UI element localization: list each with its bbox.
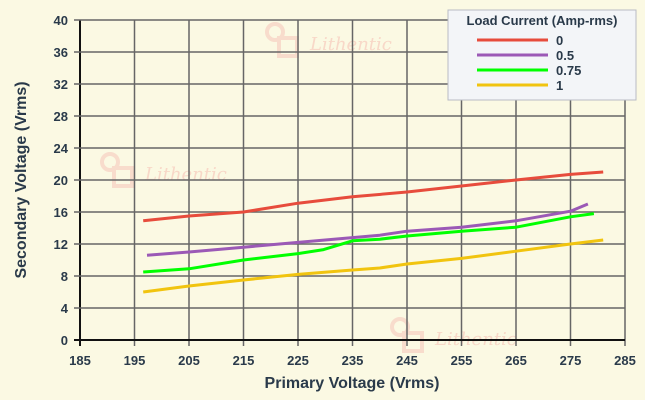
x-tick-label: 255 — [451, 353, 473, 368]
legend-label: 1 — [556, 78, 563, 93]
watermark-text: Lithentic — [309, 34, 392, 55]
watermark-logo-icon — [265, 22, 285, 42]
series-line-0-5 — [146, 202, 589, 257]
y-tick-label: 12 — [54, 237, 68, 252]
watermark-logo-icon — [100, 152, 120, 172]
x-tick-label: 205 — [178, 353, 200, 368]
y-tick-label: 8 — [61, 269, 68, 284]
watermark-logo-icon — [112, 166, 134, 188]
legend-label: 0.75 — [556, 63, 581, 78]
x-tick-label: 265 — [505, 353, 527, 368]
legend-title: Load Current (Amp-rms) — [467, 13, 618, 28]
x-tick-label: 225 — [287, 353, 309, 368]
legend-label: 0 — [556, 33, 563, 48]
y-tick-label: 4 — [61, 301, 69, 316]
y-tick-label: 0 — [61, 333, 68, 348]
x-axis-label: Primary Voltage (Vrms) — [265, 375, 440, 392]
x-tick-label: 185 — [69, 353, 91, 368]
legend: Load Current (Amp-rms) 00.50.751 — [447, 9, 637, 101]
x-tick-label: 235 — [342, 353, 364, 368]
grid — [74, 19, 626, 346]
series-lines — [143, 170, 604, 294]
watermark-logo-icon — [390, 317, 410, 337]
y-tick-label: 24 — [54, 141, 69, 156]
x-tick-label: 195 — [124, 353, 146, 368]
y-tick-label: 36 — [54, 45, 68, 60]
x-tick-label: 245 — [396, 353, 418, 368]
series-line-1 — [143, 238, 604, 294]
axes: 185 195 205 215 225 235 245 255 265 275 285 0 4 8 12 16… — [54, 13, 636, 368]
y-tick-label: 40 — [54, 13, 68, 28]
y-tick-label: 16 — [54, 205, 68, 220]
x-tick-label: 285 — [614, 353, 636, 368]
series-line-0-75 — [143, 212, 595, 274]
x-tick-label: 275 — [560, 353, 582, 368]
legend-label: 0.5 — [556, 48, 574, 63]
y-tick-label: 20 — [54, 173, 68, 188]
watermark-text: Lithentic — [144, 164, 227, 185]
y-axis-label: Secondary Voltage (Vrms) — [13, 81, 30, 278]
y-tick-label: 32 — [54, 77, 68, 92]
watermark-logo-icon — [277, 36, 299, 58]
series-line-0 — [143, 170, 604, 223]
watermark-logo-icon — [402, 331, 424, 353]
y-tick-label: 28 — [54, 109, 68, 124]
x-tick-label: 215 — [233, 353, 255, 368]
